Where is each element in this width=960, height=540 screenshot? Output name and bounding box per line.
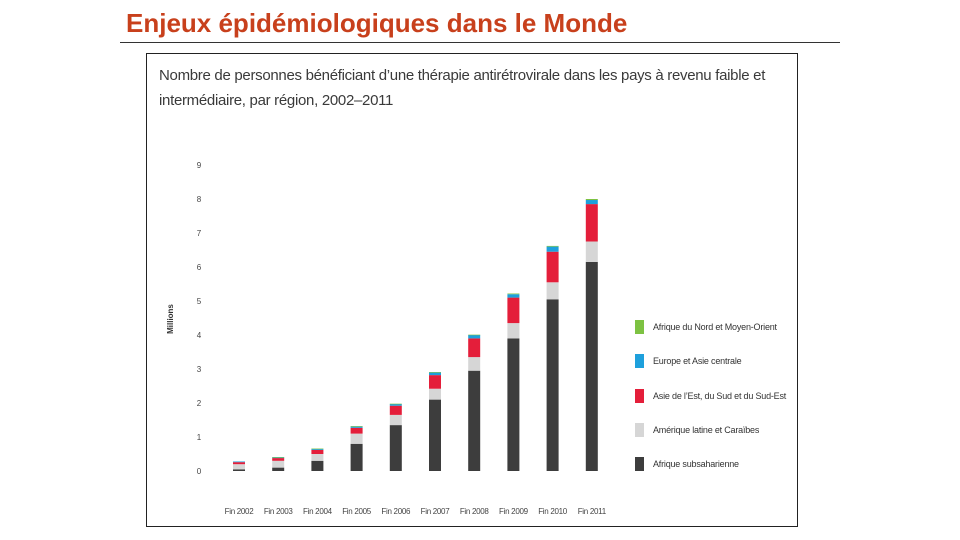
- bar-segment: [468, 334, 481, 336]
- bar-segment: [546, 246, 559, 252]
- y-tick-label: 7: [197, 229, 202, 238]
- bar-segment: [350, 443, 363, 471]
- bar-segment: [389, 414, 402, 426]
- y-tick-label: 1: [197, 433, 202, 442]
- bar-segment: [389, 404, 402, 406]
- legend-swatch: [635, 423, 644, 437]
- legend-swatch: [635, 354, 644, 368]
- legend-swatch: [635, 320, 644, 334]
- x-tick-label: Fin 2005: [342, 507, 372, 516]
- bar-segment: [507, 297, 520, 324]
- y-tick-label: 3: [197, 365, 202, 374]
- bar-segment: [429, 388, 441, 400]
- title-divider: [120, 42, 840, 43]
- x-tick-label: Fin 2010: [538, 507, 568, 516]
- bar-segment: [233, 464, 245, 470]
- bar-segment: [272, 457, 285, 458]
- bar-segment: [468, 370, 481, 471]
- bar-segment: [429, 375, 441, 389]
- bar-segment: [311, 460, 324, 471]
- bar-segment: [272, 460, 285, 468]
- slide-title: Enjeux épidémiologiques dans le Monde: [126, 8, 628, 38]
- bar-segment: [389, 403, 402, 405]
- x-tick-label: Fin 2009: [499, 507, 529, 516]
- y-tick-label: 4: [197, 331, 202, 340]
- y-tick-label: 9: [197, 161, 202, 170]
- bar-segment: [350, 426, 363, 427]
- x-tick-label: Fin 2004: [303, 507, 333, 516]
- bar-segment: [350, 426, 363, 428]
- bar-segment: [507, 338, 520, 471]
- bar-segment: [233, 469, 245, 471]
- bar-segment: [585, 241, 598, 262]
- bar-segment: [272, 457, 285, 459]
- bar-segment: [429, 372, 441, 376]
- x-tick-label: Fin 2008: [460, 507, 490, 516]
- bar-segment: [468, 338, 481, 358]
- bar-segment: [468, 357, 481, 371]
- bar-segment: [546, 282, 559, 300]
- x-tick-label: Fin 2003: [264, 507, 294, 516]
- bar-segment: [468, 335, 481, 339]
- bar-segment: [429, 399, 441, 471]
- y-tick-label: 6: [197, 263, 202, 272]
- bar-segment: [429, 372, 441, 373]
- bar-segment: [233, 461, 245, 463]
- chart-title: Nombre de personnes bénéficiant d’une th…: [159, 67, 766, 109]
- bar-segment: [507, 294, 520, 298]
- bar-segment: [311, 449, 324, 454]
- bar-segment: [233, 462, 245, 465]
- x-tick-label: Fin 2006: [381, 507, 411, 516]
- bar-segment: [546, 299, 559, 471]
- y-tick-label: 2: [197, 399, 202, 408]
- legend-label: Afrique subsaharienne: [653, 459, 739, 469]
- bar-segment: [389, 405, 402, 415]
- legend-swatch: [635, 389, 644, 403]
- bar-segment: [585, 204, 598, 242]
- bar-segment: [350, 427, 363, 434]
- bar-segment: [350, 433, 363, 444]
- legend-label: Amérique latine et Caraïbes: [653, 425, 760, 435]
- bar-segment: [585, 261, 598, 471]
- chart-plot: 0 1 2 3 4 5 6 7 8 9 Millions Fin 2002 Fin 2003 Fin 20…: [166, 161, 607, 516]
- legend-label: Europe et Asie centrale: [653, 356, 742, 366]
- bar-segment: [546, 251, 559, 283]
- bar-segment: [546, 245, 559, 247]
- x-tick-label: Fin 2011: [578, 507, 607, 516]
- chart-frame: Nombre de personnes bénéficiant d’une th…: [146, 53, 798, 527]
- y-tick-label: 5: [197, 297, 202, 306]
- bar-segment: [311, 454, 324, 461]
- x-tick-label: Fin 2002: [225, 507, 255, 516]
- bar-segment: [311, 448, 324, 450]
- x-tick-label: Fin 2007: [421, 507, 451, 516]
- bar-segment: [507, 323, 520, 339]
- legend-label: Afrique du Nord et Moyen-Orient: [653, 322, 777, 332]
- y-tick-label: 8: [197, 195, 202, 204]
- bar-segment: [507, 293, 520, 295]
- bar-segment: [272, 467, 285, 471]
- legend-swatch: [635, 457, 644, 471]
- bar-segment: [585, 200, 598, 205]
- bar-segment: [272, 458, 285, 461]
- bar-segment: [389, 425, 402, 471]
- y-axis-label: Millions: [166, 304, 175, 334]
- y-tick-label: 0: [197, 467, 202, 476]
- legend-label: Asie de l’Est, du Sud et du Sud-Est: [653, 391, 787, 401]
- bar-segment: [585, 199, 598, 201]
- bar-segment: [311, 448, 324, 450]
